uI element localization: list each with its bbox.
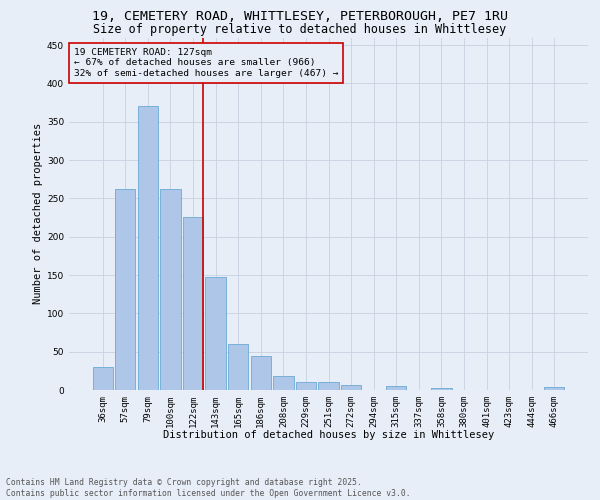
Text: 19 CEMETERY ROAD: 127sqm
← 67% of detached houses are smaller (966)
32% of semi-: 19 CEMETERY ROAD: 127sqm ← 67% of detach… [74, 48, 338, 78]
Bar [544, 387, 565, 390]
Bar [138, 106, 158, 390]
Bar [228, 344, 248, 390]
Text: Size of property relative to detached houses in Whittlesey: Size of property relative to detached ho… [94, 22, 506, 36]
Bar [341, 386, 361, 390]
Bar [183, 217, 203, 390]
Y-axis label: Number of detached properties: Number of detached properties [33, 123, 43, 304]
Bar [386, 386, 406, 390]
Bar [92, 367, 113, 390]
Bar [296, 382, 316, 390]
X-axis label: Distribution of detached houses by size in Whittlesey: Distribution of detached houses by size … [163, 430, 494, 440]
Bar [160, 189, 181, 390]
Bar [205, 276, 226, 390]
Bar [319, 382, 338, 390]
Bar [273, 376, 293, 390]
Bar [115, 189, 136, 390]
Text: 19, CEMETERY ROAD, WHITTLESEY, PETERBOROUGH, PE7 1RU: 19, CEMETERY ROAD, WHITTLESEY, PETERBORO… [92, 10, 508, 23]
Bar [431, 388, 452, 390]
Text: Contains HM Land Registry data © Crown copyright and database right 2025.
Contai: Contains HM Land Registry data © Crown c… [6, 478, 410, 498]
Bar [251, 356, 271, 390]
